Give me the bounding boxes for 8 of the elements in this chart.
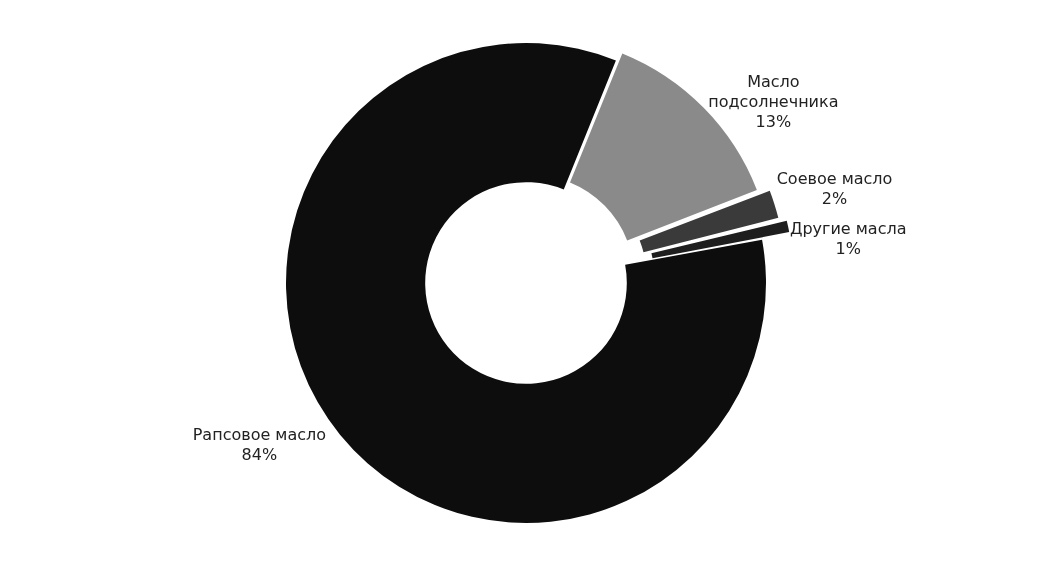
data-label: 2% bbox=[821, 188, 848, 208]
slice-label: Другие масла bbox=[789, 219, 907, 239]
data-label: 13% bbox=[755, 112, 792, 132]
data-label: 1% bbox=[835, 239, 861, 259]
slice-label: Масло подсолнечника bbox=[708, 72, 839, 112]
slice-label: Соевое масло bbox=[776, 168, 893, 188]
slice-label: Рапсовое масло bbox=[192, 425, 327, 445]
data-label: 84% bbox=[241, 445, 278, 465]
